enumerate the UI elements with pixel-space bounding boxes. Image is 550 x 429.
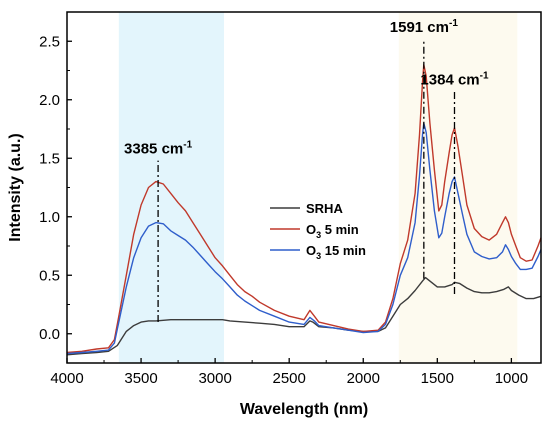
annotation-label-0: 3385 cm-1 — [124, 140, 193, 158]
y-tick-label-0: 0.0 — [39, 326, 60, 343]
axes: 4000 3500 3000 2500 2000 1500 1000 0.0 0.5 1.0 1.5… — [39, 11, 542, 387]
x-tick-label-1: 3500 — [124, 370, 157, 387]
shaded-region-0 — [118, 12, 225, 363]
series-line-1 — [66, 64, 542, 354]
x-tick-label-5: 1500 — [421, 370, 454, 387]
y-tick-label-1: 0.5 — [39, 267, 60, 284]
y-axis-label: Intensity (a.u.) — [7, 133, 24, 241]
x-tick-label-6: 1000 — [495, 370, 528, 387]
y-tick-label-4: 2.0 — [39, 92, 60, 109]
x-tick-label-3: 2500 — [273, 370, 306, 387]
x-tick-label-2: 3000 — [198, 370, 231, 387]
x-axis-label: Wavelength (nm) — [240, 401, 368, 418]
y-tick-label-2: 1.0 — [39, 209, 60, 226]
shaded-region-1 — [398, 12, 518, 363]
legend-label-0: SRHA — [306, 201, 343, 216]
legend-label-2: O3 15 min — [306, 243, 366, 261]
y-tick-label-5: 2.5 — [39, 33, 60, 50]
legend-label-1: O3 5 min — [306, 222, 359, 240]
annotation-label-1: 1591 cm-1 — [390, 18, 459, 36]
x-tick-label-0: 4000 — [50, 370, 83, 387]
annotation-label-2: 1384 cm-1 — [420, 71, 489, 89]
legend: SRHA O3 5 min O3 15 min — [270, 201, 366, 261]
x-tick-label-4: 2000 — [347, 370, 380, 387]
y-tick-label-3: 1.5 — [39, 150, 60, 167]
series-lines — [66, 64, 542, 356]
annotations: 3385 cm-1 1591 cm-1 1384 cm-1 — [124, 18, 489, 323]
shaded-regions — [118, 12, 518, 363]
series-line-2 — [66, 122, 542, 355]
